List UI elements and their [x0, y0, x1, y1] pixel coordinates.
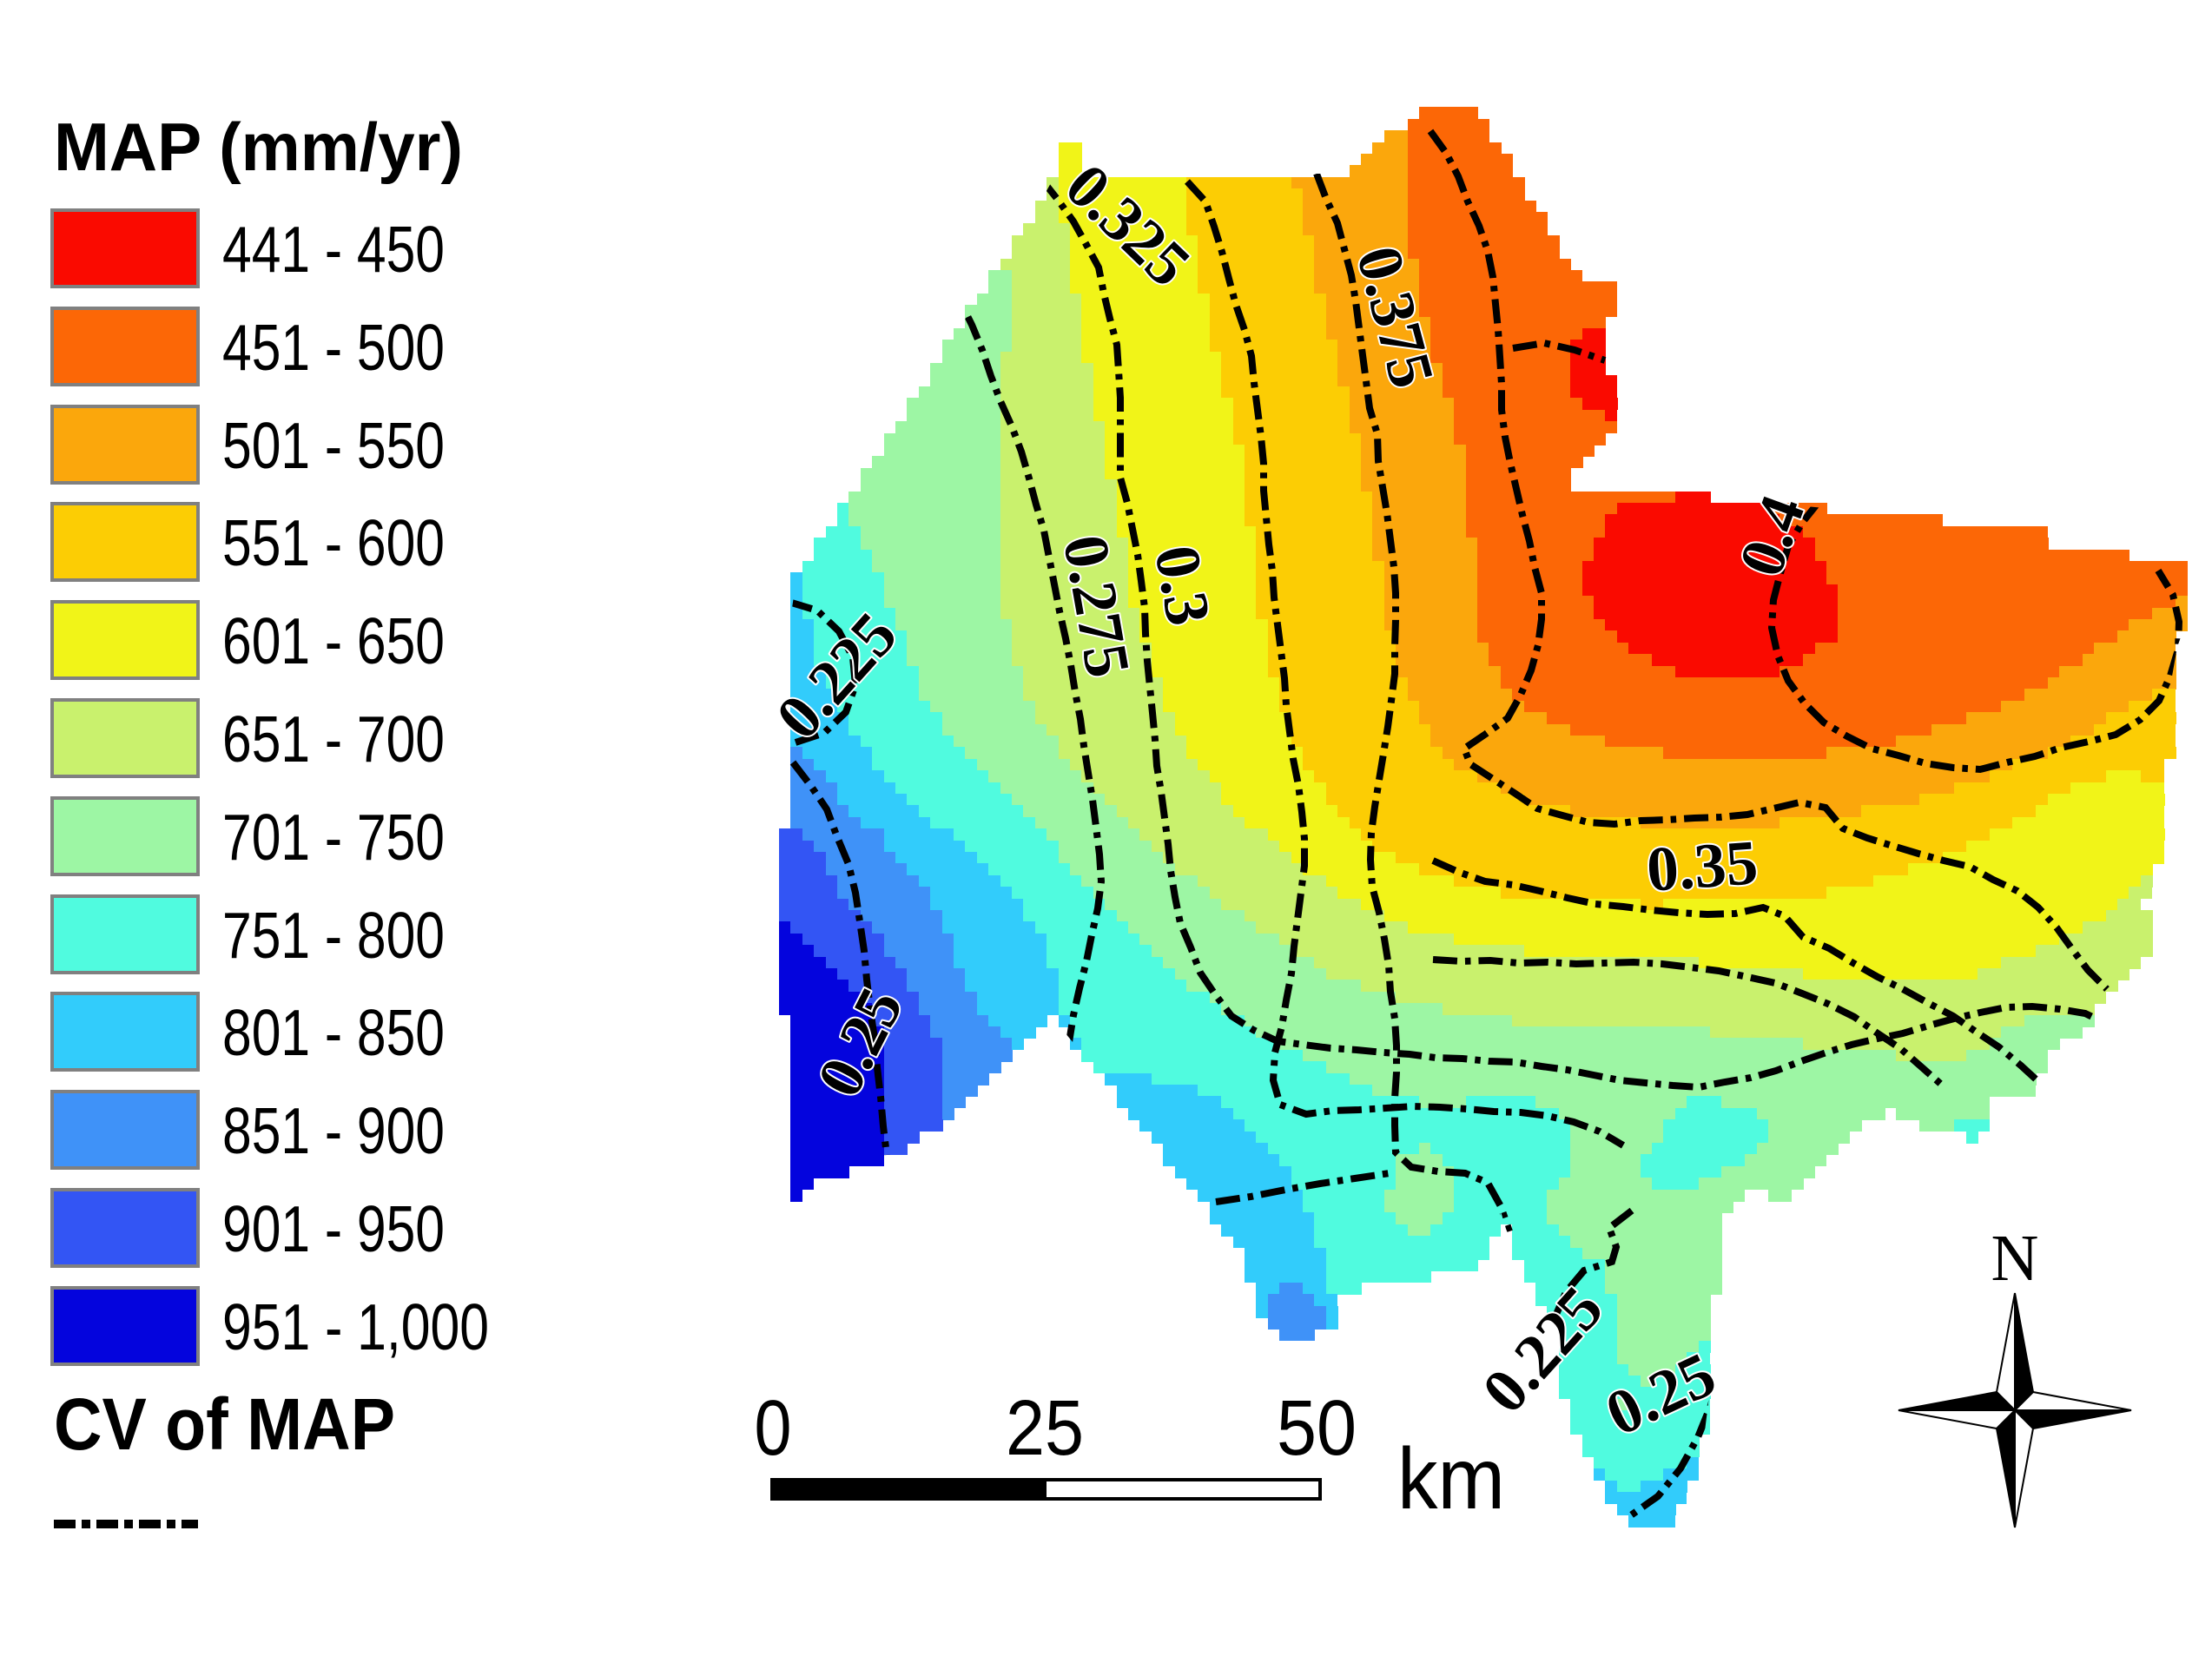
svg-text:0.3: 0.3 [1141, 540, 1225, 630]
svg-text:0.35: 0.35 [1644, 827, 1760, 905]
svg-text:901 - 950: 901 - 950 [222, 1192, 445, 1265]
svg-text:25: 25 [1006, 1385, 1084, 1472]
svg-text:441 - 450: 441 - 450 [222, 213, 445, 286]
svg-text:MAP (mm/yr): MAP (mm/yr) [54, 109, 463, 185]
svg-text:N: N [1991, 1222, 2039, 1295]
svg-text:951 - 1,000: 951 - 1,000 [222, 1290, 489, 1363]
svg-text:km: km [1397, 1430, 1505, 1528]
svg-text:551 - 600: 551 - 600 [222, 506, 445, 579]
svg-text:CV of MAP: CV of MAP [54, 1383, 395, 1465]
svg-text:801 - 850: 801 - 850 [222, 996, 445, 1069]
svg-text:501 - 550: 501 - 550 [222, 409, 445, 482]
svg-text:701 - 750: 701 - 750 [222, 801, 445, 874]
svg-text:751 - 800: 751 - 800 [222, 899, 445, 972]
svg-text:50: 50 [1277, 1385, 1357, 1472]
svg-text:851 - 900: 851 - 900 [222, 1094, 445, 1167]
svg-text:0: 0 [755, 1385, 792, 1472]
svg-text:601 - 650: 601 - 650 [222, 604, 445, 677]
svg-text:451 - 500: 451 - 500 [222, 311, 445, 384]
svg-text:651 - 700: 651 - 700 [222, 703, 445, 775]
